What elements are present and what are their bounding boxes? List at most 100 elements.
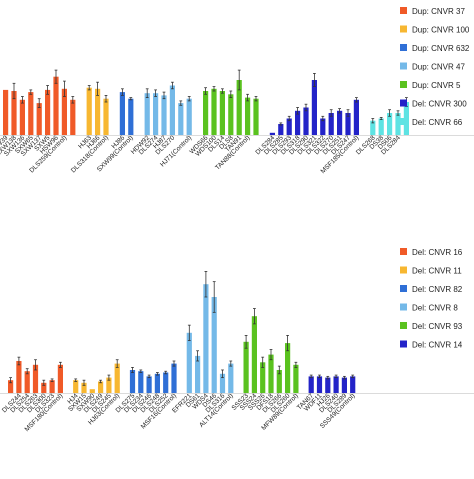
bar-0-0-0 xyxy=(3,89,9,135)
bar-0-5-3 xyxy=(295,110,301,135)
bar-1-2-5 xyxy=(171,363,177,393)
legend-swatch-1-5 xyxy=(400,340,407,348)
legend-label-0-2: Dup: CNVR 632 xyxy=(412,44,470,53)
bar-1-4-3 xyxy=(268,354,274,393)
bar-0-4-5 xyxy=(245,97,251,135)
bar-1-0-0 xyxy=(8,380,14,393)
bar-1-2-2 xyxy=(146,376,152,393)
bar-0-4-3 xyxy=(228,94,234,135)
bar-0-3-3 xyxy=(169,85,175,135)
bar-1-0-5 xyxy=(49,380,55,393)
bar-1-3-4 xyxy=(219,373,226,393)
legend-label-1-2: Del: CNVR 82 xyxy=(412,285,463,294)
legend-swatch-0-4 xyxy=(400,81,407,88)
bar-0-2-1 xyxy=(128,98,134,135)
bar-0-0-7 xyxy=(61,88,67,135)
bar-0-2-0 xyxy=(119,92,125,135)
bar-1-0-2 xyxy=(24,371,30,393)
bar-0-6-3 xyxy=(395,113,401,135)
bar-0-6-1 xyxy=(378,118,384,135)
bar-0-5-9 xyxy=(345,113,351,135)
bar-1-0-3 xyxy=(32,364,39,393)
legend-swatch-1-0 xyxy=(400,248,407,255)
tick-label-0-0-0: SW39 xyxy=(0,134,10,152)
bar-1-0-4 xyxy=(41,382,47,393)
bar-0-5-6 xyxy=(320,118,326,135)
bar-0-1-1 xyxy=(95,88,101,135)
bar-1-3-3 xyxy=(211,297,217,393)
bar-0-5-5 xyxy=(311,80,317,135)
bar-0-0-1 xyxy=(11,91,17,135)
bar-1-3-0 xyxy=(186,332,192,393)
bar-0-4-1 xyxy=(211,88,217,135)
legend-swatch-0-2 xyxy=(400,44,407,51)
bar-0-4-0 xyxy=(203,91,209,135)
legend-label-1-0: Del: CNVR 16 xyxy=(412,248,463,257)
bar-0-0-3 xyxy=(28,92,34,135)
bar-1-0-1 xyxy=(16,361,22,393)
bar-0-4-2 xyxy=(219,91,225,135)
bar-1-4-2 xyxy=(260,362,266,393)
bar-1-2-4 xyxy=(163,372,169,393)
bar-1-4-6 xyxy=(293,364,299,393)
legend-swatch-1-1 xyxy=(400,266,407,274)
legend-swatch-0-3 xyxy=(400,62,407,70)
bar-1-5-5 xyxy=(350,376,356,393)
bar-0-6-0 xyxy=(370,120,376,135)
bar-0-4-4 xyxy=(236,80,242,135)
legend-swatch-1-2 xyxy=(400,285,407,292)
legend-swatch-0-0 xyxy=(400,7,407,14)
bar-0-5-1 xyxy=(278,124,284,135)
bar-1-5-4 xyxy=(341,377,347,393)
legend-label-0-6: Del: CNVR 66 xyxy=(412,118,463,127)
legend-swatch-0-6 xyxy=(400,118,407,125)
bar-0-3-2 xyxy=(161,95,167,135)
bar-0-3-1 xyxy=(153,93,159,135)
bar-0-5-0 xyxy=(269,132,275,135)
bar-1-5-1 xyxy=(316,376,323,393)
legend-swatch-1-4 xyxy=(400,322,407,329)
bar-1-2-3 xyxy=(154,373,160,393)
legend-swatch-0-1 xyxy=(400,25,407,33)
bar-1-1-0 xyxy=(73,380,79,393)
legend-label-0-5: Del: CNVR 300 xyxy=(412,100,467,109)
bar-0-5-10 xyxy=(353,99,359,135)
bar-1-3-1 xyxy=(195,355,201,393)
legend-label-1-1: Del: CNVR 11 xyxy=(412,267,462,276)
bar-0-0-2 xyxy=(19,99,25,135)
bar-1-4-4 xyxy=(276,370,282,393)
bar-0-6-2 xyxy=(387,113,393,135)
bar-0-3-0 xyxy=(144,93,150,135)
bar-1-1-4 xyxy=(106,377,112,393)
bar-1-0-6 xyxy=(57,364,63,393)
bar-0-5-8 xyxy=(337,110,343,135)
legend-swatch-1-3 xyxy=(400,303,407,311)
bar-0-5-2 xyxy=(286,118,292,135)
bar-0-0-5 xyxy=(45,89,51,135)
bar-0-0-8 xyxy=(70,99,76,135)
legend-swatch-0-5 xyxy=(400,99,407,107)
legend-label-0-4: Dup: CNVR 5 xyxy=(412,81,461,90)
legend-label-0-0: Dup: CNVR 37 xyxy=(412,7,465,16)
legend-label-1-3: Del: CNVR 8 xyxy=(412,304,458,313)
bar-0-5-4 xyxy=(303,107,309,135)
bar-1-2-0 xyxy=(129,370,136,393)
bar-0-0-6 xyxy=(53,76,59,135)
bar-1-1-1 xyxy=(81,382,87,393)
bar-1-5-2 xyxy=(325,377,331,393)
bar-1-4-1 xyxy=(251,316,257,393)
bar-1-4-5 xyxy=(285,343,291,393)
legend-label-1-5: Del: CNVR 14 xyxy=(412,341,463,350)
bar-1-1-5 xyxy=(114,363,120,393)
bar-0-1-2 xyxy=(103,98,109,135)
bar-0-3-4 xyxy=(178,103,184,135)
bar-1-5-3 xyxy=(333,376,339,393)
bar-0-0-4 xyxy=(36,103,42,135)
bar-1-1-3 xyxy=(98,381,104,393)
bar-1-3-2 xyxy=(203,284,209,393)
bar-1-2-1 xyxy=(138,371,144,393)
bar-1-5-0 xyxy=(308,376,314,393)
bar-1-3-5 xyxy=(228,363,234,393)
